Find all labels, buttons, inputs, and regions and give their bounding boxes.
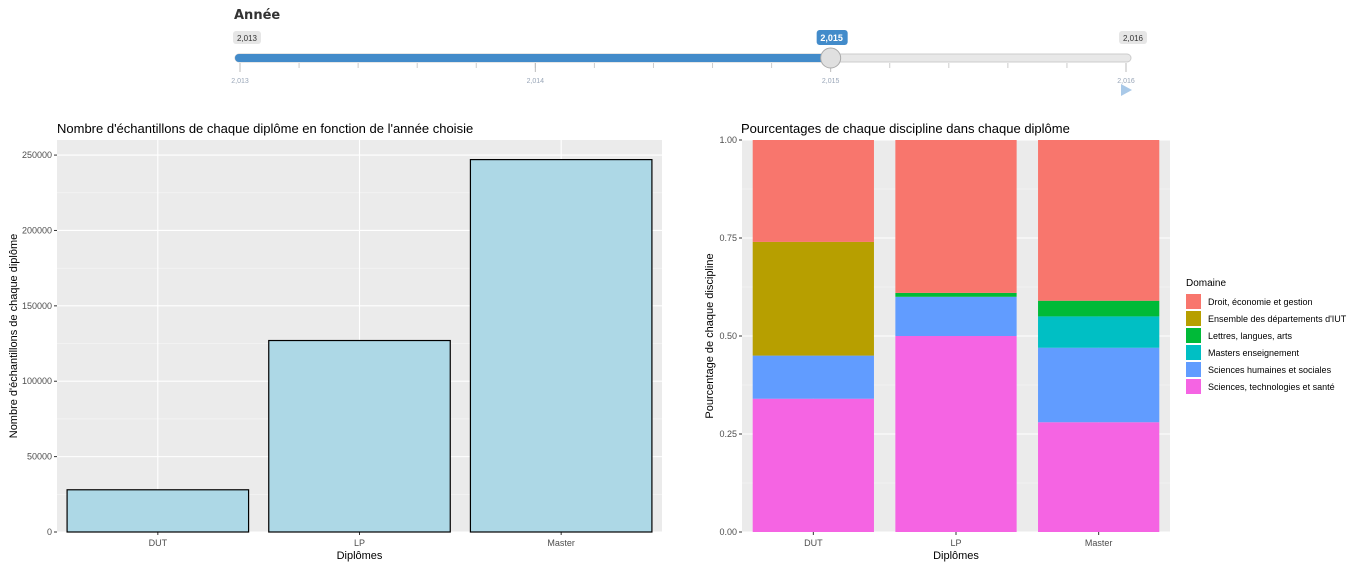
legend-item: Droit, économie et gestion [1186, 293, 1346, 310]
stack-segment [895, 292, 1017, 297]
slider-fill [235, 54, 831, 62]
stack-segment [752, 355, 874, 399]
bar-chart-samples: 0 50000 100000 150000 200000 250000 DUT LP Maste… [8, 121, 662, 562]
year-slider[interactable]: 2,013 2,014 2,015 2,016 2,013 2,016 2,015 [0, 0, 1364, 105]
slider-edge-label: 2,016 [1119, 31, 1147, 44]
bar-lp [268, 339, 451, 533]
x-tick-label: DUT [149, 538, 168, 548]
y-axis-label: Pourcentage de chaque discipline [704, 253, 716, 418]
y-tick-label: 150000 [22, 301, 52, 311]
bar-master [469, 158, 653, 533]
legend-swatch [1186, 294, 1201, 309]
stacked-bar-chart-disciplines: 0.00 0.25 0.50 0.75 1.00 DUT LP Master Pourcenta… [704, 121, 1170, 562]
y-tick-label: 0.50 [719, 331, 737, 341]
stack-segment [752, 398, 874, 532]
stack-segment [1038, 422, 1160, 532]
legend-item: Sciences humaines et sociales [1186, 361, 1346, 378]
y-tick-label: 100000 [22, 376, 52, 386]
slider-edge-label-bg [1119, 31, 1147, 44]
chart-title: Pourcentages de chaque discipline dans c… [741, 121, 1070, 136]
legend-swatch [1186, 311, 1201, 326]
stack-segment [895, 336, 1017, 532]
slider-grid-label: 2,016 [1117, 78, 1135, 85]
x-tick-label: LP [950, 538, 961, 548]
x-tick-label: Master [547, 538, 575, 548]
legend-swatch [1186, 345, 1201, 360]
slider-value-badge [816, 30, 848, 45]
y-axis-label: Nombre d'échantillons de chaque diplôme [8, 234, 20, 439]
slider-edge-label-text: 2,013 [237, 34, 258, 43]
x-axis-label: Diplômes [337, 550, 383, 562]
play-icon[interactable] [1121, 84, 1132, 96]
legend-title: Domaine [1186, 278, 1227, 289]
stack-segment [752, 140, 874, 242]
legend-swatch [1186, 328, 1201, 343]
slider-edge-label: 2,013 [233, 31, 261, 44]
legend-swatch [1186, 362, 1201, 377]
stack-segment [895, 140, 1017, 293]
x-axis-label: Diplômes [933, 550, 979, 562]
y-tick-label: 50000 [27, 452, 52, 462]
legend-label: Lettres, langues, arts [1208, 330, 1293, 341]
stack-segment [1038, 347, 1160, 423]
stack-segment [1038, 140, 1160, 301]
slider-grid-label: 2,014 [527, 78, 545, 85]
y-tick-label: 0 [47, 527, 52, 537]
x-tick-label: LP [354, 538, 365, 548]
y-tick-label: 1.00 [719, 135, 737, 145]
legend-swatch [1186, 379, 1201, 394]
legend-label: Droit, économie et gestion [1208, 296, 1313, 307]
stack-segment [1038, 300, 1160, 317]
legend: Domaine Droit, économie et gestion Ensemb… [1186, 278, 1346, 395]
legend-item: Masters enseignement [1186, 344, 1346, 361]
x-tick-label: DUT [804, 538, 823, 548]
y-tick-label: 0.00 [719, 527, 737, 537]
legend-label: Sciences humaines et sociales [1208, 364, 1332, 375]
y-tick-label: 200000 [22, 225, 52, 235]
slider-handle[interactable] [820, 47, 842, 69]
stack-segment [1038, 316, 1160, 348]
y-tick-label: 0.25 [719, 429, 737, 439]
y-tick-label: 250000 [22, 150, 52, 160]
legend-label: Sciences, technologies et santé [1208, 381, 1335, 392]
stack-segment [895, 296, 1017, 336]
slider-edge-label-text: 2,016 [1123, 34, 1144, 43]
chart-title: Nombre d'échantillons de chaque diplôme … [57, 121, 473, 136]
slider-value-label: 2,015 [820, 33, 843, 43]
y-tick-label: 0.75 [719, 233, 737, 243]
stack-segment [752, 241, 874, 356]
legend-item: Sciences, technologies et santé [1186, 378, 1346, 395]
slider-grid-label: 2,013 [231, 78, 249, 85]
slider-edge-label-bg [233, 31, 261, 44]
bar-dut [66, 489, 250, 533]
slider-grid-label: 2,015 [822, 78, 840, 85]
legend-label: Ensemble des départements d'IUT [1208, 313, 1347, 324]
slider-title: Année [234, 8, 281, 23]
legend-item: Lettres, langues, arts [1186, 327, 1346, 344]
x-tick-label: Master [1085, 538, 1113, 548]
legend-label: Masters enseignement [1208, 347, 1300, 358]
legend-item: Ensemble des départements d'IUT [1186, 310, 1346, 327]
